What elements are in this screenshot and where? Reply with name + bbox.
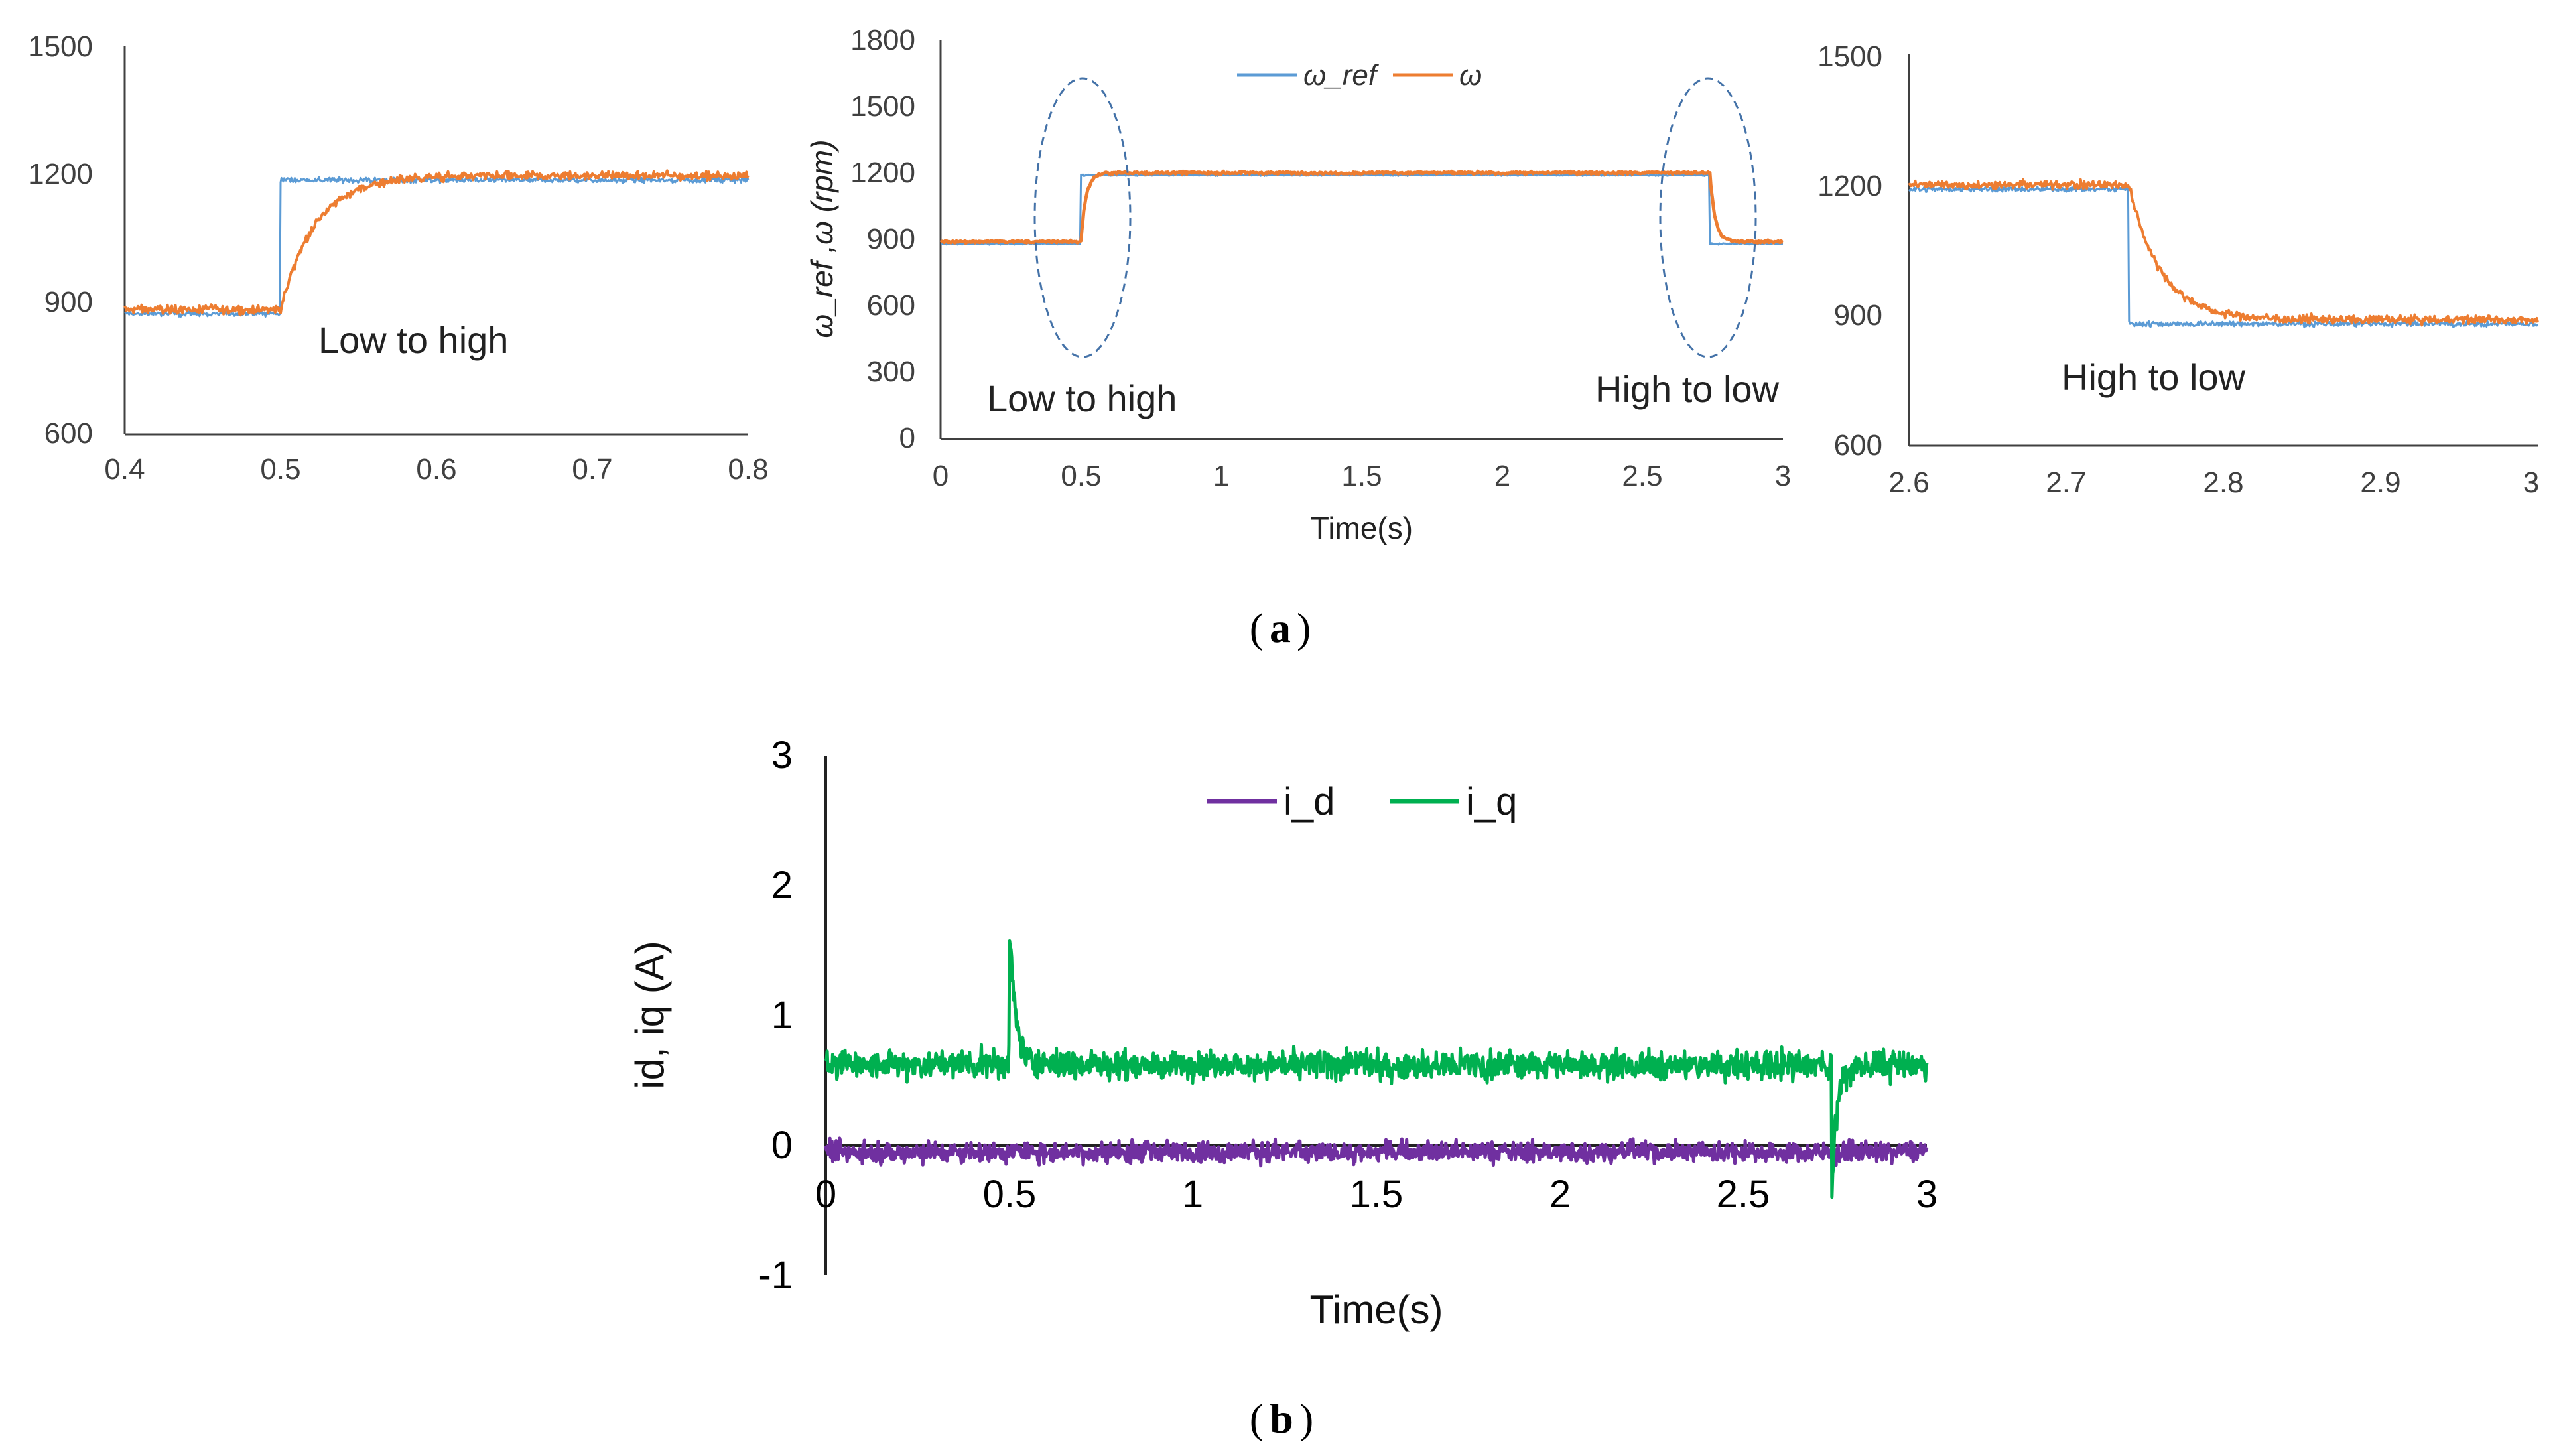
x-tick-label: 3 [2523,466,2539,499]
y-tick-label: 1200 [1817,170,1882,202]
series-line-i-q [824,939,1929,1199]
chart-main-speed: 1800 1500 1200 900 600 300 0 0 0.5 1 1.5… [805,24,1791,545]
y-tick-label: 0 [899,422,915,454]
y-tick-label: 2 [771,864,793,907]
caption-paren-close: ) [1297,604,1311,651]
series-group [939,169,1784,246]
caption-a: ( a ) [1250,604,1311,651]
y-tick-label: 1 [771,994,793,1037]
x-tick-label: 2.9 [2360,466,2400,499]
y-tick-label: 0 [771,1124,793,1167]
y-tick-label: 1800 [850,24,915,56]
series-line-omega [123,169,750,317]
annotation-high-to-low: High to low [1595,368,1780,410]
x-tick-label: 1.5 [1350,1173,1404,1216]
caption-b: ( b ) [1250,1395,1314,1442]
y-tick-label: 600 [867,289,915,322]
y-tick-label: 600 [44,417,93,450]
series-line-i-d [824,1136,1929,1168]
series-group [123,169,750,318]
x-tick-label: 0.7 [572,453,612,486]
chart-zoom-low-high: 1500 1200 900 600 0.4 0.5 0.6 0.7 0.8 Lo… [28,31,768,486]
x-tick-label: 0.8 [728,453,768,486]
legend-label-omega: ω [1459,59,1482,92]
y-tick-label: -1 [758,1254,793,1297]
series-line-omega-ref [940,173,1784,246]
x-tick-label: 2.7 [2046,466,2086,499]
y-tick-label: 900 [1834,299,1882,332]
y-tick-label: 900 [44,286,93,318]
y-tick-label: 1200 [28,158,93,190]
annotation-high-to-low: High to low [2062,356,2246,398]
x-tick-label: 0.5 [983,1173,1037,1216]
y-tick-label: 1500 [1817,40,1882,73]
highlight-ellipse-low-high [1033,77,1132,358]
caption-letter: a [1270,604,1291,651]
x-axis-label: Time(s) [1309,1288,1443,1332]
legend: ω_ref ω [1237,59,1482,92]
series-group [1908,178,2539,329]
legend-label-i-d: i_d [1283,780,1335,823]
y-axis-label: id, iq (A) [627,941,672,1089]
series-line-omega [1908,178,2539,327]
series-line-omega [939,169,1784,245]
legend: i_d i_q [1207,780,1517,823]
x-tick-label: 1 [1182,1173,1203,1216]
series-line-omega-ref [1908,184,2539,329]
x-tick-label: 1 [1213,460,1229,492]
y-tick-label: 1200 [850,157,915,189]
legend-label-omega-ref: ω_ref [1303,59,1380,92]
x-tick-label: 0.4 [104,453,145,486]
annotation-low-to-high: Low to high [318,319,508,361]
x-tick-label: 2.6 [1888,466,1929,499]
chart-zoom-high-low: 1500 1200 900 600 2.6 2.7 2.8 2.9 3 High… [1817,40,2539,499]
caption-letter: b [1270,1395,1293,1442]
legend-label-i-q: i_q [1466,780,1517,823]
x-tick-label: 0 [933,460,949,492]
x-axis-label: Time(s) [1311,511,1413,545]
x-tick-label: 0.6 [416,453,456,486]
x-tick-label: 0.5 [1061,460,1101,492]
caption-paren-close: ) [1299,1395,1313,1442]
y-tick-label: 1500 [850,90,915,123]
y-tick-label: 900 [867,223,915,255]
chart-currents: 3 2 1 0 -1 0 0.5 1 1.5 2 2.5 3 Time(s) i… [627,734,1937,1332]
x-tick-label: 2 [1549,1173,1571,1216]
caption-paren-open: ( [1250,604,1264,651]
y-axis-label: ω_ref ,ω (rpm) [805,139,839,338]
x-tick-label: 2 [1494,460,1510,492]
y-tick-label: 300 [867,356,915,388]
annotation-low-to-high: Low to high [987,377,1177,419]
y-tick-label: 1500 [28,31,93,63]
x-tick-label: 2.5 [1717,1173,1770,1216]
x-tick-label: 3 [1775,460,1791,492]
series-line-omega-ref [124,176,750,318]
highlight-ellipse-high-low [1659,77,1757,358]
x-tick-label: 3 [1916,1173,1937,1216]
caption-paren-open: ( [1250,1395,1264,1442]
x-tick-label: 1.5 [1341,460,1382,492]
series-group [824,939,1929,1199]
y-tick-label: 3 [771,734,793,777]
x-tick-label: 0 [815,1173,836,1216]
y-tick-label: 600 [1834,429,1882,462]
x-tick-label: 2.8 [2203,466,2243,499]
x-tick-label: 2.5 [1622,460,1662,492]
x-tick-label: 0.5 [260,453,300,486]
